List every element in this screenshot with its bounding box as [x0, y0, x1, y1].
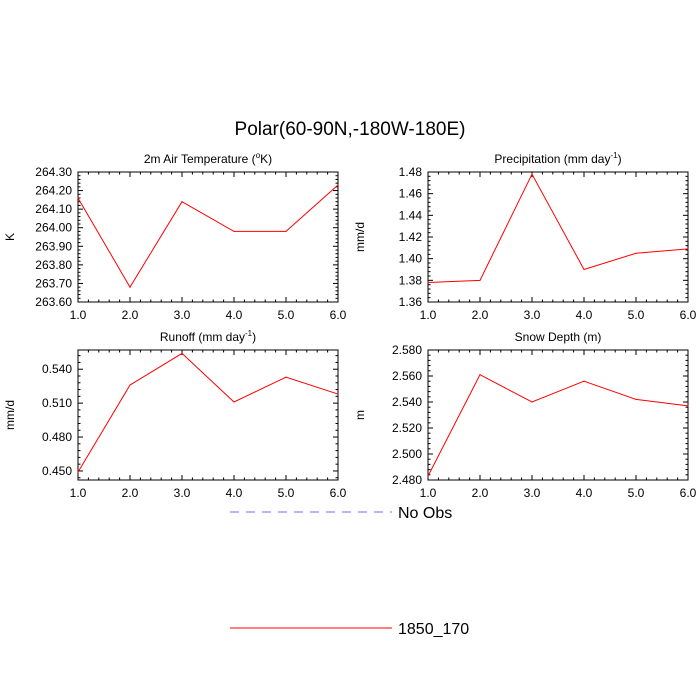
y-tick-label: 2.540 — [392, 395, 422, 409]
data-point — [531, 401, 533, 403]
x-tick-label: 5.0 — [628, 486, 645, 500]
data-point — [233, 401, 235, 403]
y-tick-label: 0.480 — [42, 430, 72, 444]
x-tick-label: 2.0 — [472, 308, 489, 322]
x-tick-label: 2.0 — [122, 308, 139, 322]
legend-label: 1850_170 — [398, 621, 469, 638]
data-point — [479, 374, 481, 376]
chart-panel-1: 2m Air Temperature (oK) K 1.0 2.0 3.0 4.0 5.0 6… — [3, 151, 347, 322]
y-tick-label: 0.450 — [42, 464, 72, 478]
y-tick-label: 2.520 — [392, 421, 422, 435]
x-tick-label: 3.0 — [524, 486, 541, 500]
data-point — [337, 393, 339, 395]
y-tick-label: 263.70 — [35, 276, 72, 290]
panel-title: 2m Air Temperature (oK) — [144, 151, 272, 166]
y-tick-label: 2.480 — [392, 473, 422, 487]
y-tick-label: 263.90 — [35, 239, 72, 253]
y-tick-label: 1.38 — [399, 273, 423, 287]
x-tick-label: 4.0 — [226, 486, 243, 500]
y-tick-label: 264.00 — [35, 221, 72, 235]
plot-frame — [77, 171, 339, 303]
data-point — [531, 173, 533, 175]
x-tick-label: 1.0 — [70, 308, 87, 322]
y-tick-label: 0.540 — [42, 362, 72, 376]
data-point — [479, 279, 481, 281]
x-tick-label: 5.0 — [278, 308, 295, 322]
x-tick-label: 5.0 — [278, 486, 295, 500]
y-tick-label: 0.510 — [42, 396, 72, 410]
series-line — [427, 374, 689, 477]
series-line — [77, 184, 339, 289]
data-point — [687, 405, 689, 407]
y-tick-label: 264.10 — [35, 202, 72, 216]
data-point — [181, 201, 183, 203]
y-tick-label: 1.46 — [399, 187, 423, 201]
x-tick-label: 1.0 — [420, 486, 437, 500]
x-tick-label: 1.0 — [420, 308, 437, 322]
data-point — [337, 184, 339, 186]
y-tick-label: 1.42 — [399, 230, 423, 244]
data-point — [129, 384, 131, 386]
x-tick-label: 6.0 — [680, 308, 697, 322]
y-tick-label: 2.500 — [392, 447, 422, 461]
series-line — [77, 352, 339, 473]
y-axis-label: m — [353, 410, 367, 420]
x-tick-label: 6.0 — [330, 308, 347, 322]
x-tick-label: 2.0 — [472, 486, 489, 500]
data-point — [285, 376, 287, 378]
series-line — [427, 173, 689, 283]
y-tick-label: 2.580 — [392, 343, 422, 357]
y-tick-label: 263.80 — [35, 258, 72, 272]
data-point — [285, 230, 287, 233]
data-point — [427, 281, 429, 284]
data-point — [687, 248, 689, 250]
plot-frame — [427, 349, 689, 481]
y-axis-label: mm/d — [3, 400, 17, 430]
x-tick-label: 1.0 — [70, 486, 87, 500]
x-tick-label: 5.0 — [628, 308, 645, 322]
data-point — [427, 475, 429, 477]
chart-panels: 2m Air Temperature (oK) K 1.0 2.0 3.0 4.0 5.0 6… — [3, 151, 697, 500]
y-tick-label: 1.48 — [399, 165, 423, 179]
data-point — [635, 398, 637, 400]
x-tick-label: 3.0 — [174, 486, 191, 500]
panel-title: Snow Depth (m) — [515, 330, 602, 344]
y-tick-label: 1.40 — [399, 252, 423, 266]
x-tick-label: 4.0 — [576, 308, 593, 322]
chart-panel-2: Precipitation (mm day-1) mm/d 1.0 2.0 3.0 4.0… — [353, 151, 697, 322]
x-tick-label: 4.0 — [226, 308, 243, 322]
y-tick-label: 1.44 — [399, 208, 423, 222]
y-tick-label: 264.20 — [35, 184, 72, 198]
plot-frame — [427, 171, 689, 303]
legend: No Obs 1850_170 — [230, 505, 469, 638]
plot-frame — [77, 349, 339, 481]
data-point — [583, 380, 585, 382]
data-point — [635, 252, 637, 254]
x-tick-label: 3.0 — [174, 308, 191, 322]
chart-panel-3: Runoff (mm day-1) mm/d 1.0 2.0 3.0 4.0 5.0 6.0 0… — [3, 329, 347, 500]
y-tick-label: 264.30 — [35, 165, 72, 179]
panel-title: Precipitation (mm day-1) — [494, 151, 621, 166]
y-axis-label: K — [3, 233, 17, 241]
data-point — [233, 230, 235, 233]
y-axis-label: mm/d — [353, 222, 367, 252]
x-tick-label: 3.0 — [524, 308, 541, 322]
chart-panel-4: Snow Depth (m) m 1.0 2.0 3.0 4.0 5.0 6.0 2.480 2.… — [353, 330, 697, 500]
legend-label: No Obs — [398, 505, 452, 522]
data-point — [77, 197, 79, 199]
y-tick-label: 2.560 — [392, 369, 422, 383]
panel-title: Runoff (mm day-1) — [160, 329, 256, 344]
x-tick-label: 2.0 — [122, 486, 139, 500]
page-title: Polar(60-90N,-180W-180E) — [235, 119, 466, 140]
y-tick-label: 1.36 — [399, 295, 423, 309]
data-point — [129, 286, 131, 288]
x-tick-label: 4.0 — [576, 486, 593, 500]
y-tick-label: 263.60 — [35, 295, 72, 309]
x-tick-label: 6.0 — [680, 486, 697, 500]
data-point — [181, 352, 183, 354]
data-point — [583, 268, 585, 271]
data-point — [77, 471, 79, 473]
x-tick-label: 6.0 — [330, 486, 347, 500]
